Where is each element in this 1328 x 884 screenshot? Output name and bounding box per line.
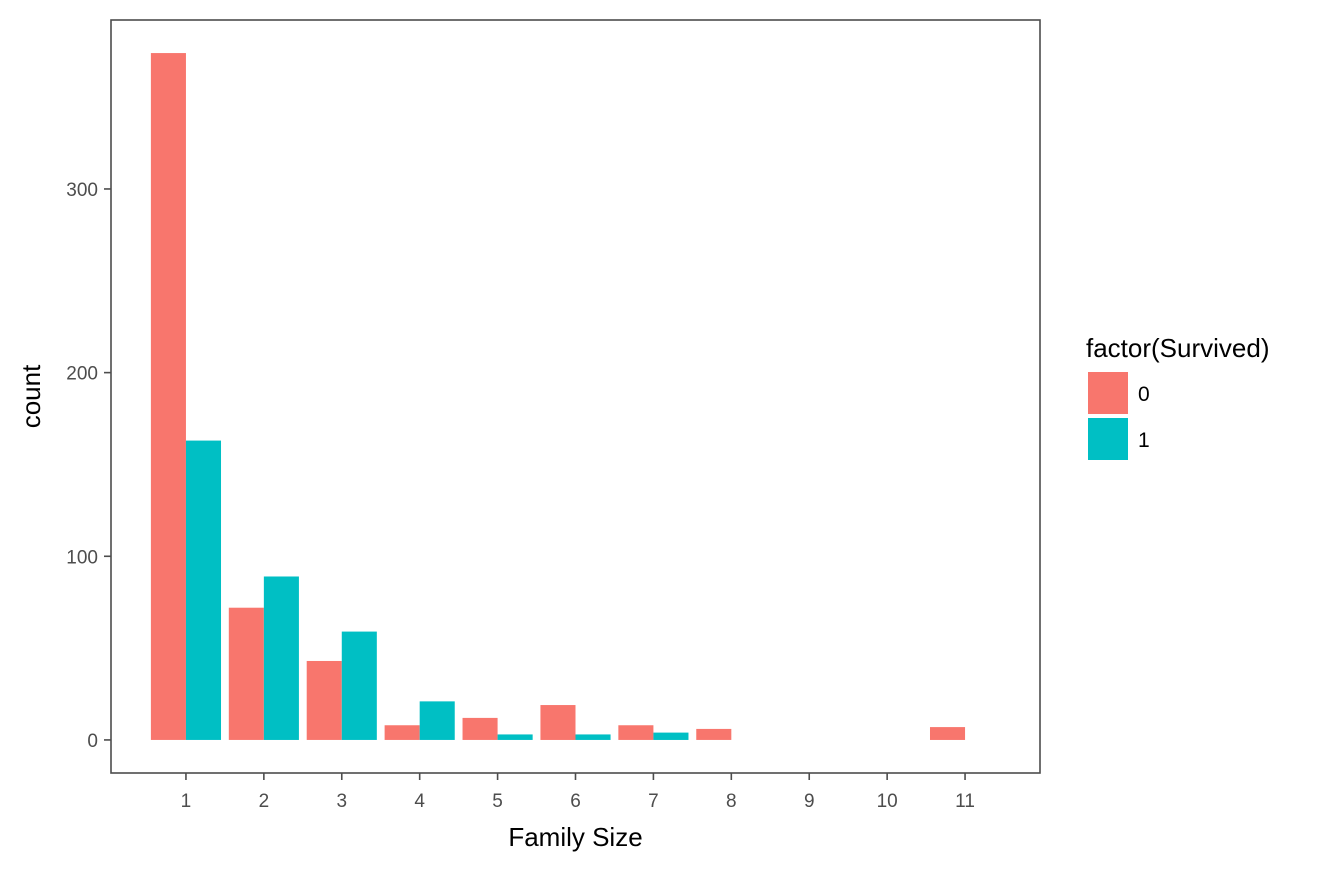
x-tick-label: 3 xyxy=(336,791,347,812)
bars-layer xyxy=(150,53,966,740)
bar-size-1-survived-0 xyxy=(150,53,186,740)
legend-label-1: 1 xyxy=(1138,429,1150,452)
legend-title: factor(Survived) xyxy=(1086,333,1270,363)
x-tick-label: 5 xyxy=(492,791,503,812)
x-tick-label: 11 xyxy=(955,791,975,812)
y-tick-label: 200 xyxy=(66,364,98,385)
y-tick-label: 100 xyxy=(66,547,98,568)
bar-size-6-survived-0 xyxy=(540,705,576,740)
bar-size-7-survived-0 xyxy=(618,725,654,740)
bar-size-1-survived-1 xyxy=(185,440,222,740)
x-tick-label: 6 xyxy=(570,791,581,812)
y-tick-label: 0 xyxy=(87,731,98,752)
x-tick-label: 9 xyxy=(804,791,815,812)
legend-items: 01 xyxy=(1088,372,1150,460)
y-tick-label: 300 xyxy=(66,180,98,201)
bar-size-4-survived-1 xyxy=(419,701,455,740)
bar-size-2-survived-0 xyxy=(228,607,264,740)
legend-label-0: 0 xyxy=(1138,383,1150,406)
x-tick-label: 4 xyxy=(414,791,425,812)
x-tick-label: 8 xyxy=(726,791,737,812)
bar-size-5-survived-0 xyxy=(462,717,498,740)
bar-size-11-survived-0 xyxy=(929,727,966,740)
x-tick-label: 2 xyxy=(259,791,270,812)
bar-size-7-survived-1 xyxy=(653,732,689,740)
bar-size-5-survived-1 xyxy=(497,734,533,740)
bar-size-2-survived-1 xyxy=(263,576,299,740)
bar-size-4-survived-0 xyxy=(384,725,420,740)
legend-key-0 xyxy=(1088,372,1128,414)
bar-size-3-survived-0 xyxy=(306,660,342,740)
bar-size-3-survived-1 xyxy=(341,631,377,740)
legend: factor(Survived) 01 xyxy=(1086,333,1270,460)
x-tick-label: 10 xyxy=(877,791,898,812)
x-tick-label: 7 xyxy=(648,791,659,812)
bar-size-6-survived-1 xyxy=(575,734,611,740)
x-axis-title: Family Size xyxy=(508,822,642,852)
x-axis: 1 2 3 4 5 6 7 8 9 10 11 xyxy=(181,773,975,812)
y-axis: 0 100 200 300 xyxy=(66,180,111,752)
y-axis-title: count xyxy=(16,364,46,428)
legend-key-1 xyxy=(1088,418,1128,460)
x-tick-label: 1 xyxy=(181,791,192,812)
bar-size-8-survived-0 xyxy=(696,728,732,740)
